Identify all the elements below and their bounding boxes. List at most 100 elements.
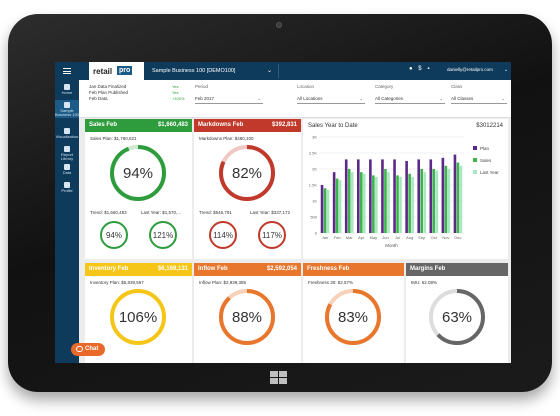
card-title: Inflow Feb: [198, 266, 228, 272]
status-values: Yes Yes +100%: [172, 84, 185, 102]
x-tick-label: Jun: [382, 235, 388, 240]
user-icon: [64, 182, 70, 188]
x-tick-label: Jul: [395, 235, 400, 240]
chart-icon: [64, 128, 70, 134]
x-tick-label: Nov: [442, 235, 449, 240]
status-value: Yes: [172, 90, 179, 95]
y-tick-label: 500: [310, 215, 317, 220]
sales-ytd-card[interactable]: Sales Year to Date $3012214 0 500 1K 1.5K 2K…: [303, 119, 508, 259]
menu-icon[interactable]: [63, 68, 71, 74]
y-tick-label: 1K: [312, 199, 317, 204]
bar-plan: [369, 159, 372, 233]
margins-gauge: 63%: [429, 289, 485, 345]
sidebar-item-label: Sample Business 100: [55, 108, 80, 117]
card-title: Markdowns Feb: [198, 122, 244, 128]
bar-sales: [432, 169, 436, 233]
sidebar-item-data[interactable]: Data: [55, 164, 79, 175]
period-select[interactable]: Feb 2017 ⌄: [195, 94, 263, 104]
inflow-gauge: 88%: [219, 289, 275, 345]
status-value: +100%: [172, 96, 185, 101]
class-select[interactable]: All Classes ⌄: [451, 94, 507, 104]
bar-sales: [335, 178, 339, 233]
sidebar-item-profile[interactable]: Profile: [55, 182, 79, 193]
sidebar-item-report-library[interactable]: Report Library: [55, 146, 79, 161]
gauge-value: 83%: [338, 309, 368, 326]
sidebar-item-home[interactable]: Home: [55, 84, 79, 95]
gauge-value: 121%: [153, 231, 173, 240]
category-select[interactable]: All Categories ⌄: [375, 94, 445, 104]
bar-sales: [347, 169, 351, 233]
margins-card[interactable]: Margins Feb IMU: 62.08% 63%: [406, 263, 508, 363]
inventory-gauge: 106%: [110, 289, 166, 345]
dollar-icon[interactable]: $: [418, 66, 422, 72]
chevron-down-icon: ⌄: [501, 96, 505, 101]
bar-sales: [384, 169, 387, 233]
user-email[interactable]: danielly@retailpro.com: [447, 67, 493, 72]
card-subtitle: Sales Plan: $1,760,621: [90, 136, 137, 141]
card-title: Freshness Feb: [307, 266, 350, 272]
sidebar-item-business[interactable]: Sample Business 100: [55, 100, 79, 118]
y-tick-label: 1.5K: [309, 183, 318, 188]
status-line: Feb Plan Published: [89, 90, 129, 95]
gauge-value: 117%: [262, 231, 282, 240]
chevron-down-icon[interactable]: ⌄: [504, 67, 509, 73]
sales-trend-gauge: 94%: [100, 221, 128, 249]
bar-sales: [420, 169, 424, 233]
y-tick-label: 0: [315, 231, 318, 236]
sales-gauge: 94%: [110, 145, 166, 201]
bar-sales: [408, 173, 411, 233]
notification-icon[interactable]: ●: [409, 66, 413, 72]
gauge-value: 63%: [442, 309, 472, 326]
chevron-down-icon: ⌄: [257, 96, 261, 101]
windows-home-icon[interactable]: [270, 371, 288, 385]
x-axis-label: Month: [385, 243, 398, 248]
legend-swatch: [473, 170, 477, 174]
chevron-down-icon: ⌄: [266, 68, 272, 74]
chat-button[interactable]: Chat: [71, 343, 105, 356]
legend-swatch: [473, 158, 477, 162]
freshness-card[interactable]: Freshness Feb Freshness 30: 82.57% 83%: [303, 263, 404, 363]
logo: retail pro: [89, 62, 144, 80]
x-tick-label: Jan: [322, 235, 328, 240]
x-tick-label: Sep: [418, 235, 426, 240]
sidebar: Home Sample Business 100 Visualization R…: [55, 62, 79, 363]
bar-last-year: [350, 172, 354, 233]
sidebar-item-label: Data: [62, 170, 72, 175]
sales-last-year-gauge: 121%: [149, 221, 177, 249]
bar-plan: [320, 185, 324, 233]
lock-icon[interactable]: ▪: [427, 66, 430, 72]
bar-last-year: [338, 180, 342, 233]
business-selector[interactable]: Sample Business 100 [DEMO100] ⌄: [149, 64, 279, 78]
y-tick-label: 2K: [312, 167, 317, 172]
card-title: Inventory Feb: [89, 266, 129, 272]
top-icons: ● $ ▪: [409, 66, 433, 72]
sidebar-item-label: Profile: [61, 188, 73, 193]
gauge-value: 88%: [232, 309, 262, 326]
bar-plan: [393, 159, 396, 233]
inflow-card[interactable]: Inflow Feb $2,592,054 Inflow Plan: $2,93…: [194, 263, 301, 363]
card-value: $6,169,131: [157, 266, 188, 272]
app-screen: Home Sample Business 100 Visualization R…: [55, 62, 511, 363]
card-subtitle: Markdowns Plan: $480,100: [199, 136, 254, 141]
chart-total: $3012214: [476, 123, 503, 129]
bar-last-year: [435, 170, 439, 233]
markdowns-card[interactable]: Markdowns Feb $392,831 Markdowns Plan: $…: [194, 119, 301, 259]
card-title: Sales Feb: [89, 122, 118, 128]
logo-pro: pro: [117, 66, 133, 75]
card-header: Markdowns Feb $392,831: [194, 119, 301, 132]
cloud-icon: [64, 164, 70, 170]
bar-plan: [417, 159, 421, 233]
bar-last-year: [459, 165, 463, 233]
trend-label: Trend: $546,791: [199, 210, 232, 215]
location-label: Location: [297, 84, 315, 89]
x-tick-label: Apr: [358, 235, 365, 240]
card-value: $2,592,054: [266, 266, 297, 272]
trend-label: Trend: $1,660,483: [90, 210, 127, 215]
location-select[interactable]: All Locations ⌄: [297, 94, 365, 104]
sidebar-item-visualization[interactable]: Visualization: [55, 128, 79, 139]
sales-ytd-chart: 0 500 1K 1.5K 2K 2.5K 3K Jan Feb Mar Apr May Jun Jul A…: [309, 135, 500, 249]
sales-card[interactable]: Sales Feb $1,660,483 Sales Plan: $1,760,…: [85, 119, 192, 259]
legend-swatch: [473, 146, 477, 150]
bar-last-year: [399, 177, 402, 233]
x-tick-label: Oct: [431, 235, 438, 240]
